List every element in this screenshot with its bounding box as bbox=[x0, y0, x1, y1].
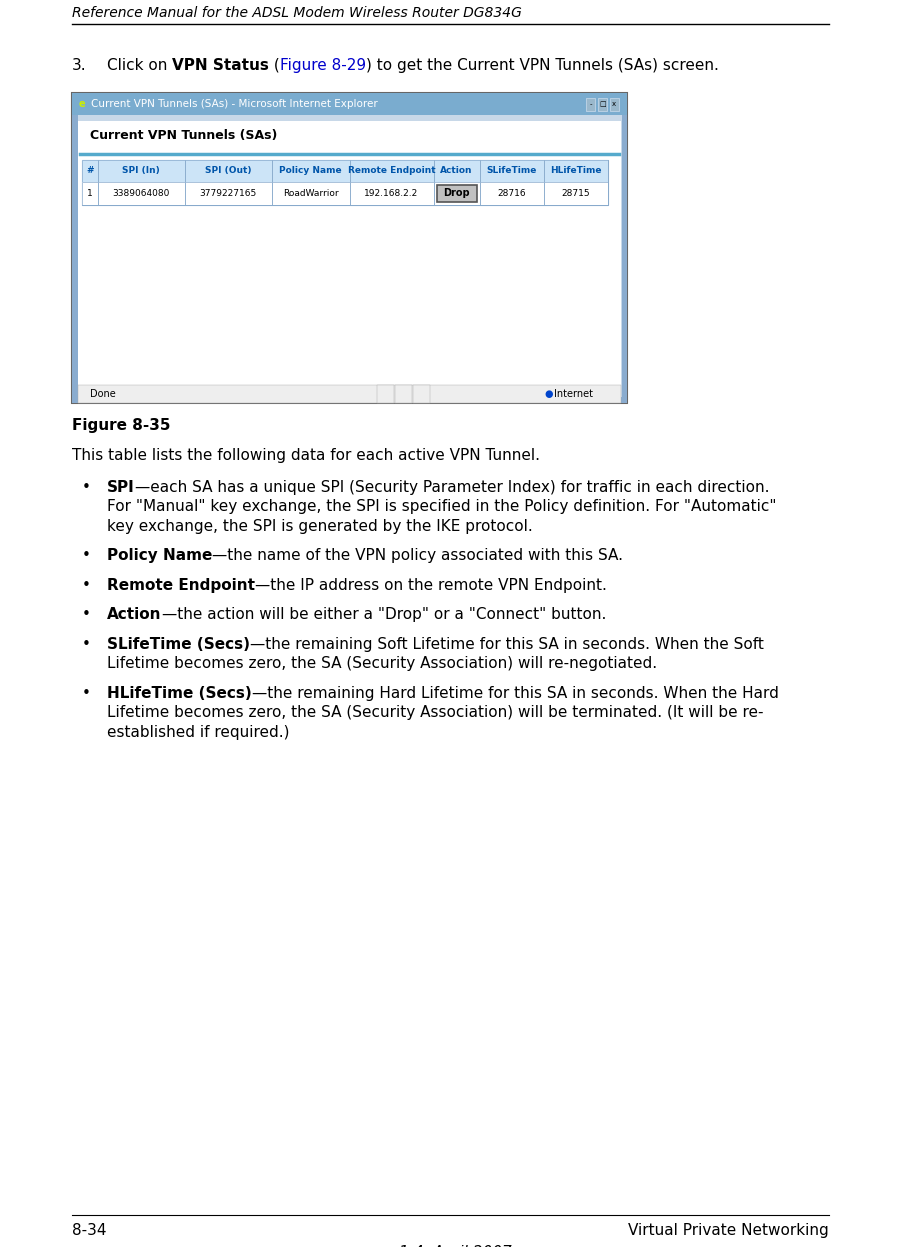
Bar bbox=[479, 160, 543, 182]
Bar bbox=[82, 160, 607, 182]
Text: Lifetime becomes zero, the SA (Security Association) will be terminated. (It wil: Lifetime becomes zero, the SA (Security … bbox=[107, 706, 763, 721]
Bar bbox=[78, 385, 621, 403]
Text: RoadWarrior: RoadWarrior bbox=[283, 188, 338, 198]
Text: —the name of the VPN policy associated with this SA.: —the name of the VPN policy associated w… bbox=[213, 549, 623, 564]
Bar bbox=[543, 182, 607, 205]
Text: x: x bbox=[612, 101, 616, 107]
Text: SPI: SPI bbox=[107, 480, 135, 495]
Text: -: - bbox=[590, 101, 592, 107]
Text: —the IP address on the remote VPN Endpoint.: —the IP address on the remote VPN Endpoi… bbox=[255, 579, 607, 594]
Text: •: • bbox=[82, 549, 91, 564]
Bar bbox=[72, 116, 77, 403]
Text: Policy Name: Policy Name bbox=[279, 166, 341, 176]
Bar bbox=[82, 160, 607, 205]
Text: Figure 8-29: Figure 8-29 bbox=[280, 59, 366, 74]
Bar bbox=[185, 182, 271, 205]
Text: SPI (Out): SPI (Out) bbox=[205, 166, 251, 176]
Bar bbox=[78, 121, 621, 385]
Text: Current VPN Tunnels (SAs) - Microsoft Internet Explorer: Current VPN Tunnels (SAs) - Microsoft In… bbox=[91, 100, 378, 110]
Bar bbox=[609, 99, 618, 111]
Bar bbox=[433, 160, 479, 182]
Bar bbox=[377, 385, 394, 403]
Text: key exchange, the SPI is generated by the IKE protocol.: key exchange, the SPI is generated by th… bbox=[107, 519, 532, 534]
Text: 28715: 28715 bbox=[561, 188, 590, 198]
Text: Action: Action bbox=[107, 607, 161, 622]
Text: 8-34: 8-34 bbox=[72, 1223, 106, 1238]
Text: e: e bbox=[78, 100, 86, 110]
Bar bbox=[97, 182, 185, 205]
Text: HLifeTime (Secs): HLifeTime (Secs) bbox=[107, 686, 251, 701]
Bar bbox=[350, 160, 433, 182]
Text: established if required.): established if required.) bbox=[107, 725, 289, 739]
Text: —the action will be either a "Drop" or a "Connect" button.: —the action will be either a "Drop" or a… bbox=[161, 607, 605, 622]
Bar bbox=[413, 385, 430, 403]
Text: SLifeTime: SLifeTime bbox=[487, 166, 537, 176]
Bar bbox=[82, 160, 97, 182]
Text: Policy Name: Policy Name bbox=[107, 549, 213, 564]
Text: SPI (In): SPI (In) bbox=[123, 166, 159, 176]
Bar bbox=[72, 398, 627, 403]
Text: Remote Endpoint: Remote Endpoint bbox=[107, 579, 255, 594]
Text: —each SA has a unique SPI (Security Parameter Index) for traffic in each directi: —each SA has a unique SPI (Security Para… bbox=[135, 480, 769, 495]
Bar bbox=[598, 99, 607, 111]
Bar bbox=[543, 160, 607, 182]
FancyBboxPatch shape bbox=[436, 185, 477, 202]
Text: (: ( bbox=[269, 59, 280, 74]
Bar bbox=[72, 94, 627, 403]
Text: Action: Action bbox=[441, 166, 473, 176]
Text: #: # bbox=[86, 166, 94, 176]
Text: 3.: 3. bbox=[72, 59, 86, 74]
Text: 192.168.2.2: 192.168.2.2 bbox=[364, 188, 419, 198]
Bar bbox=[395, 385, 412, 403]
Text: v1.4, April 2007: v1.4, April 2007 bbox=[389, 1245, 512, 1247]
Bar bbox=[185, 160, 271, 182]
Text: Figure 8-35: Figure 8-35 bbox=[72, 418, 170, 433]
Text: •: • bbox=[82, 480, 91, 495]
Text: 1: 1 bbox=[86, 188, 93, 198]
Text: •: • bbox=[82, 579, 91, 594]
Text: VPN Status: VPN Status bbox=[172, 59, 269, 74]
Text: HLifeTime: HLifeTime bbox=[550, 166, 601, 176]
Bar bbox=[350, 182, 433, 205]
Bar bbox=[82, 182, 607, 205]
Text: Remote Endpoint: Remote Endpoint bbox=[348, 166, 435, 176]
Text: •: • bbox=[82, 686, 91, 701]
Text: Current VPN Tunnels (SAs): Current VPN Tunnels (SAs) bbox=[90, 130, 278, 142]
Text: •: • bbox=[82, 607, 91, 622]
Text: □: □ bbox=[599, 101, 605, 107]
Text: For "Manual" key exchange, the SPI is specified in the Policy definition. For "A: For "Manual" key exchange, the SPI is sp… bbox=[107, 500, 777, 515]
Text: —the remaining Soft Lifetime for this SA in seconds. When the Soft: —the remaining Soft Lifetime for this SA… bbox=[250, 637, 764, 652]
Bar bbox=[97, 160, 185, 182]
Text: —the remaining Hard Lifetime for this SA in seconds. When the Hard: —the remaining Hard Lifetime for this SA… bbox=[251, 686, 778, 701]
Text: SLifeTime (Secs): SLifeTime (Secs) bbox=[107, 637, 250, 652]
Bar bbox=[72, 94, 627, 116]
Text: Virtual Private Networking: Virtual Private Networking bbox=[628, 1223, 829, 1238]
Text: ●: ● bbox=[544, 389, 552, 399]
Text: •: • bbox=[82, 637, 91, 652]
Text: 28716: 28716 bbox=[497, 188, 526, 198]
Bar bbox=[271, 160, 350, 182]
Text: Drop: Drop bbox=[443, 188, 469, 198]
Text: Click on: Click on bbox=[107, 59, 172, 74]
Bar bbox=[479, 182, 543, 205]
Bar bbox=[622, 116, 627, 403]
Bar bbox=[82, 182, 97, 205]
Text: Lifetime becomes zero, the SA (Security Association) will re-negotiated.: Lifetime becomes zero, the SA (Security … bbox=[107, 656, 657, 671]
Text: Internet: Internet bbox=[554, 389, 593, 399]
Text: 3779227165: 3779227165 bbox=[199, 188, 257, 198]
Bar bbox=[271, 182, 350, 205]
Text: ) to get the Current VPN Tunnels (SAs) screen.: ) to get the Current VPN Tunnels (SAs) s… bbox=[366, 59, 719, 74]
Text: This table lists the following data for each active VPN Tunnel.: This table lists the following data for … bbox=[72, 448, 540, 463]
Text: 3389064080: 3389064080 bbox=[113, 188, 169, 198]
Text: Reference Manual for the ADSL Modem Wireless Router DG834G: Reference Manual for the ADSL Modem Wire… bbox=[72, 6, 522, 20]
Bar bbox=[587, 99, 596, 111]
Text: Done: Done bbox=[90, 389, 115, 399]
Bar bbox=[433, 182, 479, 205]
